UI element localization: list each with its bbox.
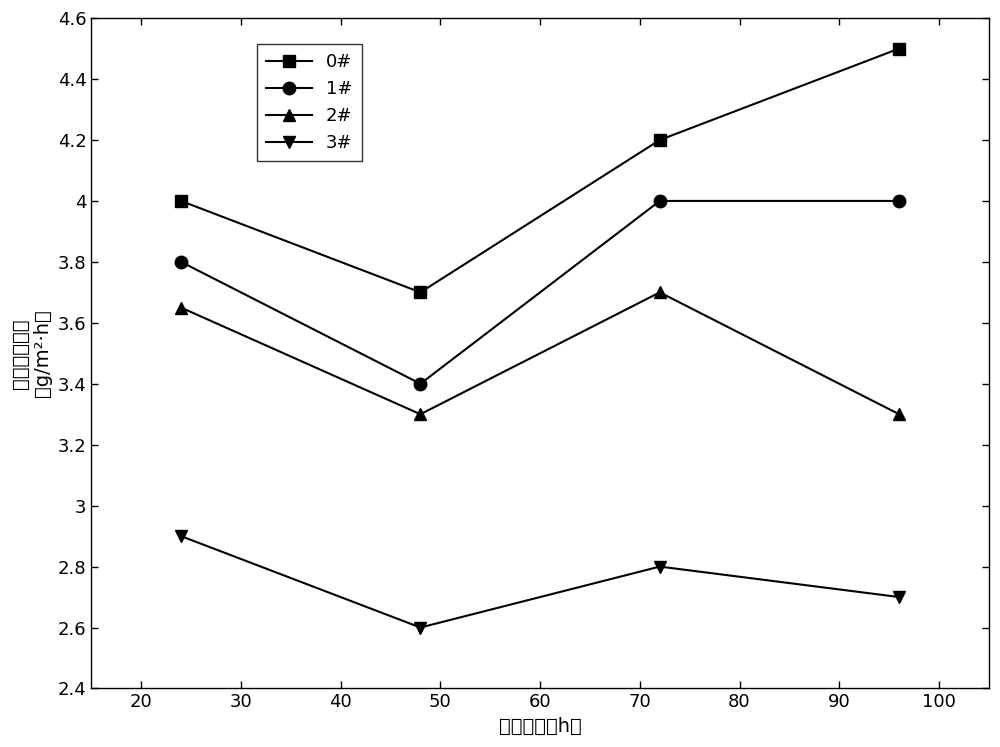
2# (654, 288, 666, 297)
3# (893, 592, 905, 601)
2# (175, 303, 187, 312)
1# (414, 379, 426, 388)
1# (893, 196, 905, 205)
Line: 3#: 3# (175, 530, 905, 633)
Y-axis label: 平均腐蚀速率
（g/m²·h）: 平均腐蚀速率 （g/m²·h） (11, 309, 52, 397)
0# (175, 196, 187, 205)
Line: 1#: 1# (175, 195, 905, 390)
1# (175, 258, 187, 267)
2# (414, 410, 426, 419)
X-axis label: 腐蚀时间（h）: 腐蚀时间（h） (499, 717, 581, 736)
Legend: 0#, 1#, 2#, 3#: 0#, 1#, 2#, 3# (257, 44, 362, 161)
Line: 0#: 0# (175, 43, 905, 299)
3# (175, 532, 187, 541)
0# (893, 44, 905, 53)
3# (414, 623, 426, 632)
Line: 2#: 2# (175, 286, 905, 421)
1# (654, 196, 666, 205)
2# (893, 410, 905, 419)
3# (654, 562, 666, 571)
0# (414, 288, 426, 297)
0# (654, 135, 666, 144)
